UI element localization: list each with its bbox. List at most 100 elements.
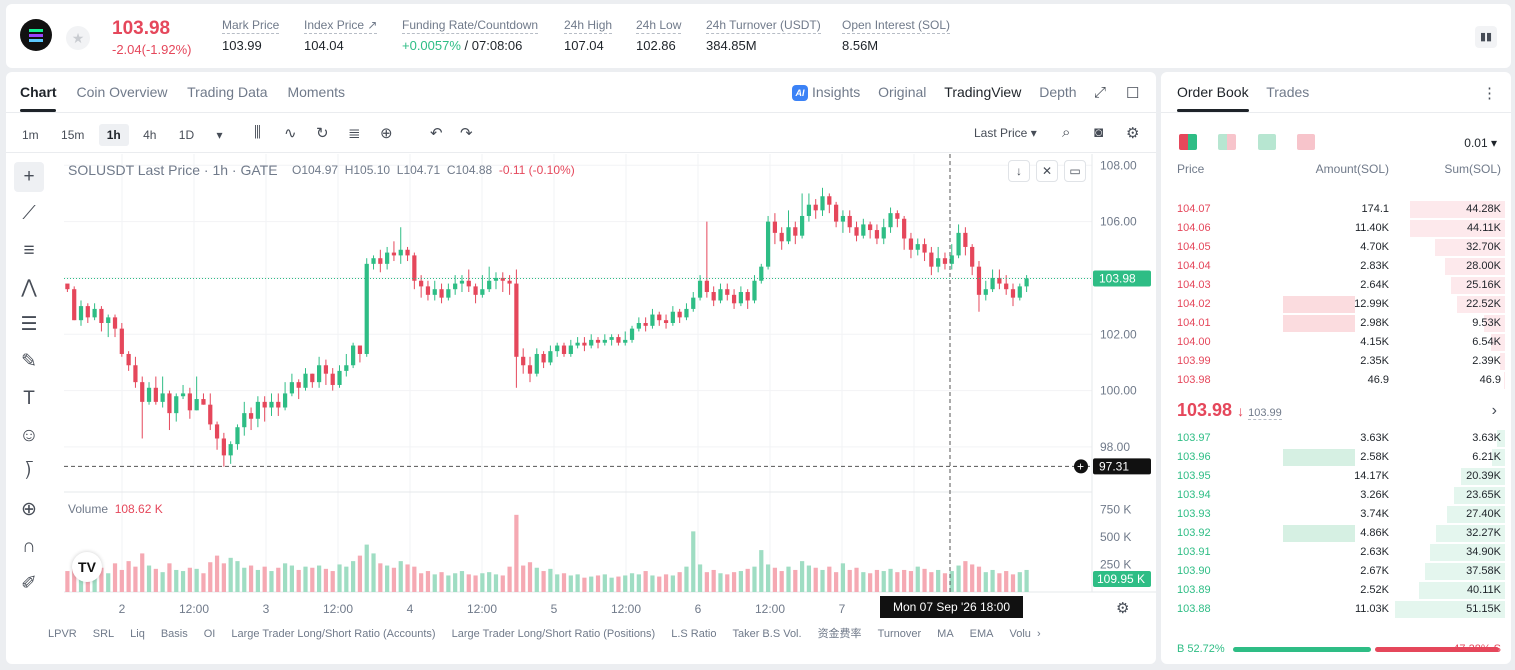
volume-bar — [711, 569, 716, 592]
tab-order-book[interactable]: Order Book — [1177, 84, 1249, 100]
camera-icon[interactable]: ◙ — [1094, 124, 1104, 141]
ask-row[interactable]: 104.00 4.15K 6.54K — [1161, 333, 1511, 352]
ask-row[interactable]: 104.07 174.1 44.28K — [1161, 200, 1511, 219]
ask-row[interactable]: 103.99 2.35K 2.39K — [1161, 352, 1511, 371]
indicator-item[interactable]: Large Trader Long/Short Ratio (Accounts) — [231, 628, 436, 640]
refresh-icon[interactable]: ↻ — [316, 125, 329, 142]
ask-row[interactable]: 104.01 2.98K 9.53K — [1161, 314, 1511, 333]
window-icon[interactable]: ☐ — [1126, 85, 1140, 102]
search-icon[interactable]: ⌕ — [1062, 124, 1071, 141]
layout-icon[interactable]: ≣ — [348, 125, 361, 142]
bid-row[interactable]: 103.97 3.63K 3.63K — [1161, 429, 1511, 448]
interval-1d[interactable]: 1D — [178, 128, 195, 142]
fib-icon[interactable]: ☰ — [20, 314, 38, 335]
bid-row[interactable]: 103.89 2.52K 40.11K — [1161, 581, 1511, 600]
crosshair-icon[interactable]: + — [14, 162, 44, 192]
bid-row[interactable]: 103.91 2.63K 34.90K — [1161, 543, 1511, 562]
ruler-icon[interactable]: ⟌ — [25, 462, 33, 483]
pencil-icon[interactable]: ✐ — [21, 573, 37, 594]
interval-15m[interactable]: 15m — [61, 128, 85, 142]
arrow-down-icon[interactable]: ↓ — [1008, 160, 1030, 182]
volume-bar — [174, 569, 179, 592]
stat-index-price[interactable]: Index Price ↗ 104.04 — [304, 18, 378, 53]
expand-icon[interactable]: ⤢ — [1094, 84, 1107, 101]
indicator-item[interactable]: Taker B.S Vol. — [732, 628, 802, 640]
mode-both-icon[interactable] — [1179, 134, 1197, 150]
tab-original[interactable]: Original — [878, 84, 927, 100]
candle-body — [1010, 289, 1016, 298]
chevron-right-icon[interactable]: › — [1491, 402, 1497, 419]
bid-row[interactable]: 103.90 2.67K 37.58K — [1161, 562, 1511, 581]
interval-1h[interactable]: 1h — [98, 124, 129, 146]
indicator-item[interactable]: Basis — [160, 628, 188, 640]
mode-asks-icon[interactable] — [1297, 134, 1316, 150]
add-indicator-icon[interactable]: ⊕ — [380, 125, 393, 142]
maximize-icon[interactable]: ▭ — [1064, 160, 1086, 182]
ask-row[interactable]: 104.04 2.83K 28.00K — [1161, 257, 1511, 276]
interval-4h[interactable]: 4h — [143, 128, 157, 142]
indicator-item[interactable]: Turnover — [877, 628, 922, 640]
undo-icon[interactable]: ↶ — [430, 125, 443, 142]
ask-row[interactable]: 104.02 12.99K 22.52K — [1161, 295, 1511, 314]
magnet-icon[interactable]: ∩ — [22, 536, 36, 557]
volume-bar — [262, 566, 267, 592]
tab-coin-overview[interactable]: Coin Overview — [76, 84, 168, 100]
indicator-item[interactable]: OI — [203, 628, 216, 640]
indicator-item[interactable]: SRL — [92, 628, 115, 640]
settings-icon[interactable]: ⚙ — [1116, 600, 1130, 617]
favorite-star-icon[interactable]: ★ — [66, 26, 90, 50]
indicator-item[interactable]: MA — [937, 628, 954, 640]
indicator-item[interactable]: Volu — [1009, 628, 1031, 640]
ask-row[interactable]: 103.98 46.9 46.9 — [1161, 371, 1511, 390]
bid-row[interactable]: 103.92 4.86K 32.27K — [1161, 524, 1511, 543]
tab-moments[interactable]: Moments — [287, 84, 346, 100]
bid-row[interactable]: 103.88 11.03K 51.15K — [1161, 600, 1511, 619]
volume-bar — [99, 567, 104, 592]
text-icon[interactable]: T — [23, 388, 35, 409]
indicator-item[interactable]: L.S Ratio — [671, 628, 717, 640]
lines-icon[interactable]: ≡ — [23, 240, 35, 261]
indicators-icon[interactable]: ∿ — [284, 125, 297, 142]
indicator-item[interactable]: LPVR — [48, 628, 77, 640]
collapse-icon[interactable]: ✕ — [1036, 160, 1058, 182]
bid-row[interactable]: 103.93 3.74K 27.40K — [1161, 505, 1511, 524]
gear-icon[interactable]: ⚙ — [1126, 125, 1140, 142]
interval-1m[interactable]: 1m — [22, 128, 39, 142]
add-alert-icon — [1074, 459, 1088, 474]
emoji-icon[interactable]: ☺ — [19, 425, 39, 446]
indicator-item[interactable]: 资金费率 — [817, 628, 862, 640]
precision-select[interactable]: 0.01 ▾ — [1464, 136, 1497, 150]
mode-both-alt-icon[interactable] — [1218, 134, 1237, 150]
book-icon[interactable]: ▮▮ — [1475, 26, 1497, 48]
last-price-select[interactable]: Last Price ▾ — [974, 126, 1037, 140]
indicator-item[interactable]: EMA — [969, 628, 994, 640]
zoom-icon[interactable]: ⊕ — [21, 499, 37, 520]
brush-icon[interactable]: ✎ — [21, 351, 37, 372]
candle-body — [895, 213, 900, 219]
mode-bids-icon[interactable] — [1257, 134, 1276, 150]
redo-icon[interactable]: ↷ — [460, 125, 473, 142]
more-icon[interactable]: ⋮ — [1482, 85, 1497, 102]
tab-tradingview[interactable]: TradingView — [944, 84, 1022, 100]
indicator-item[interactable]: Liq — [130, 628, 145, 640]
chevron-right-icon[interactable]: › — [1036, 628, 1041, 640]
tab-chart[interactable]: Chart — [20, 84, 57, 100]
bid-row[interactable]: 103.96 2.58K 6.21K — [1161, 448, 1511, 467]
candle-body — [983, 289, 988, 295]
indicator-item[interactable]: Large Trader Long/Short Ratio (Positions… — [451, 628, 656, 640]
tab-depth[interactable]: Depth — [1039, 84, 1077, 100]
volume-tag-text: 109.95 K — [1097, 572, 1145, 586]
bid-row[interactable]: 103.95 14.17K 20.39K — [1161, 467, 1511, 486]
bid-row[interactable]: 103.94 3.26K 23.65K — [1161, 486, 1511, 505]
ask-row[interactable]: 104.03 2.64K 25.16K — [1161, 276, 1511, 295]
tab-trading-data[interactable]: Trading Data — [187, 84, 268, 100]
ask-row[interactable]: 104.06 11.40K 44.11K — [1161, 219, 1511, 238]
candle-type-icon[interactable]: ⫼ — [254, 124, 261, 141]
pattern-icon[interactable]: ⋀ — [21, 277, 37, 298]
tab-trades[interactable]: Trades — [1266, 84, 1310, 100]
ask-row[interactable]: 104.05 4.70K 32.70K — [1161, 238, 1511, 257]
tab-insights[interactable]: AI Insights — [792, 84, 860, 101]
chevron-down-icon[interactable]: ▾ — [216, 128, 223, 142]
trendline-icon[interactable]: ⟋ — [22, 203, 36, 224]
